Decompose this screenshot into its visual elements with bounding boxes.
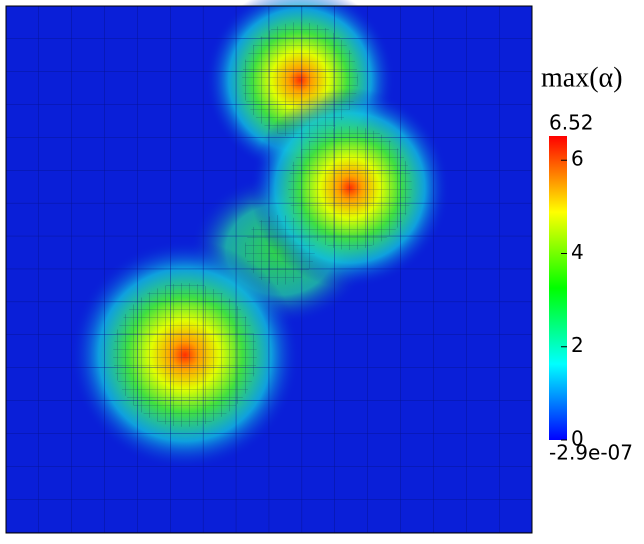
colorbar-tick-label: 4 <box>571 240 584 264</box>
colorbar-range-label: -2.9e-07 <box>549 441 633 465</box>
colorbar <box>549 136 567 440</box>
colorbar-tick-label: 6 <box>571 147 584 171</box>
colorbar-tick-label: 0 <box>571 427 584 451</box>
colorbar-title: max(α) <box>541 62 623 93</box>
colorbar-range-label: 6.52 <box>549 111 594 135</box>
colorbar-tick-label: 2 <box>571 333 584 357</box>
field <box>5 0 533 534</box>
